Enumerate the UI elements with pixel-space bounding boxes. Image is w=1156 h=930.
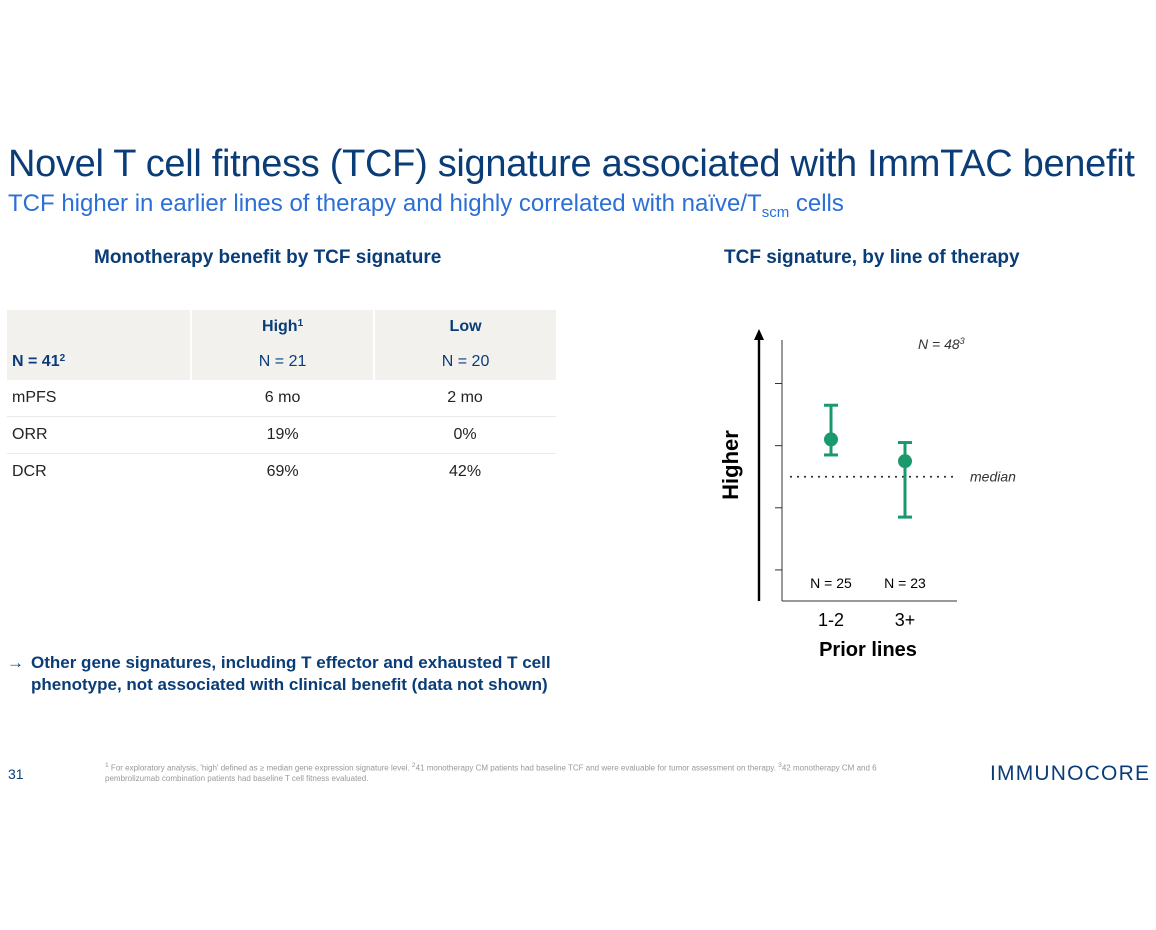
header-high: High1 bbox=[191, 310, 376, 344]
header-high-n: N = 21 bbox=[191, 344, 376, 380]
data-point bbox=[898, 454, 912, 469]
row-metric: ORR bbox=[7, 416, 192, 454]
table-header-row: High1 Low bbox=[7, 310, 556, 344]
subtitle-text-end: cells bbox=[789, 190, 844, 217]
conclusion-bullet: → Other gene signatures, including T eff… bbox=[7, 652, 552, 695]
header-n-total: N = 412 bbox=[7, 344, 193, 380]
n-label: N = 23 bbox=[884, 575, 926, 591]
x-tick-label: 3+ bbox=[895, 610, 916, 630]
header-n-footnote: 2 bbox=[59, 353, 66, 364]
page-title: Novel T cell fitness (TCF) signature ass… bbox=[8, 143, 1135, 185]
header-low: Low bbox=[374, 310, 556, 344]
table-n-row: N = 412 N = 21 N = 20 bbox=[7, 344, 556, 380]
bullet-text: Other gene signatures, including T effec… bbox=[31, 653, 551, 694]
row-high-value: 19% bbox=[191, 416, 375, 454]
table-row: mPFS 6 mo 2 mo bbox=[7, 380, 556, 417]
table-row: DCR 69% 42% bbox=[7, 454, 556, 491]
subtitle-subscript: scm bbox=[761, 204, 790, 221]
benefit-table: High1 Low N = 412 N = 21 N = 20 mPFS 6 m… bbox=[7, 310, 556, 490]
n-label: N = 25 bbox=[810, 575, 852, 591]
page-subtitle: TCF higher in earlier lines of therapy a… bbox=[8, 190, 1108, 221]
row-low-value: 0% bbox=[374, 416, 556, 454]
table-header-empty bbox=[7, 310, 193, 344]
chart-section-heading: TCF signature, by line of therapy bbox=[724, 247, 1020, 268]
subtitle-text: TCF higher in earlier lines of therapy a… bbox=[8, 190, 762, 217]
data-point bbox=[824, 432, 838, 447]
header-low-n: N = 20 bbox=[374, 344, 556, 380]
footnotes: 1 For exploratory analysis, 'high' defin… bbox=[105, 762, 877, 784]
row-low-value: 42% bbox=[449, 463, 482, 480]
immunocore-logo: IMMUNOCORE bbox=[990, 762, 1151, 785]
n-note: N = 483 bbox=[918, 336, 965, 352]
header-high-footnote: 1 bbox=[297, 318, 304, 329]
arrow-icon: → bbox=[7, 653, 24, 672]
table-section-heading: Monotherapy benefit by TCF signature bbox=[94, 247, 442, 268]
median-label: median bbox=[970, 469, 1016, 485]
table-row: ORR 19% 0% bbox=[7, 416, 556, 454]
row-high-value: 69% bbox=[266, 463, 299, 480]
x-tick-label: 1-2 bbox=[818, 610, 844, 630]
row-metric: DCR bbox=[12, 463, 47, 480]
row-low-value: 2 mo bbox=[374, 380, 556, 417]
page-number: 31 bbox=[8, 766, 24, 782]
row-high-value: 6 mo bbox=[191, 380, 375, 417]
y-axis-label: Higher bbox=[718, 430, 743, 500]
tcf-line-chart: Higher median N = 251-2N = 233+ N = 483 … bbox=[718, 329, 1016, 661]
row-metric: mPFS bbox=[7, 380, 192, 417]
x-axis-label: Prior lines bbox=[819, 639, 917, 661]
y-arrow-head-icon bbox=[754, 329, 764, 340]
